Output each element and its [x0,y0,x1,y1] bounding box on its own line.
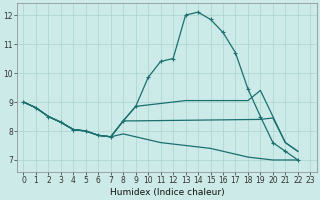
X-axis label: Humidex (Indice chaleur): Humidex (Indice chaleur) [109,188,224,197]
